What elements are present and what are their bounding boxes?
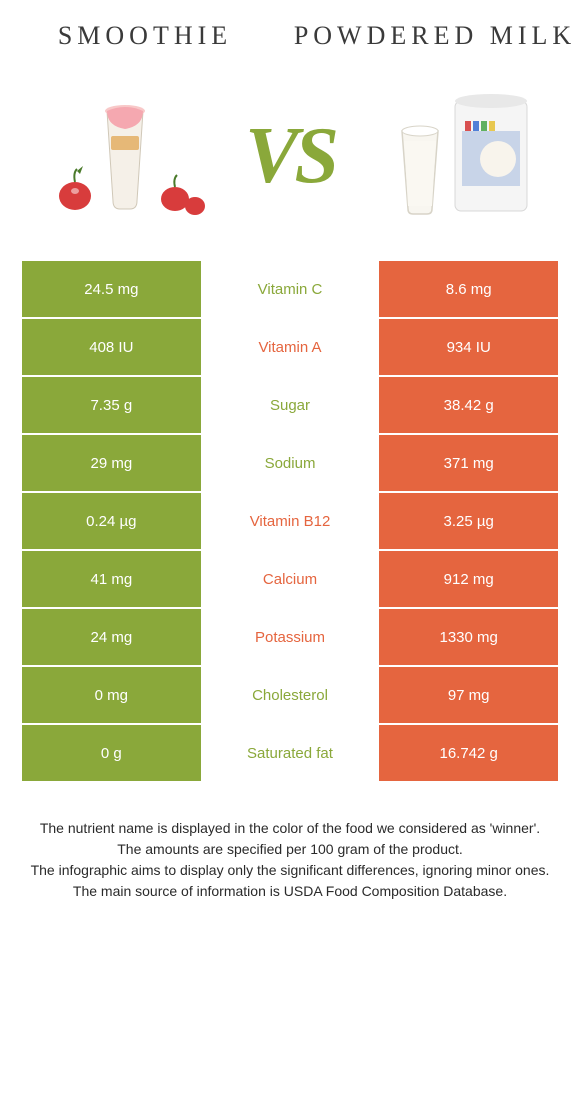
smoothie-icon: [35, 81, 215, 231]
nutrient-name-cell: Vitamin B12: [201, 493, 380, 549]
right-value-cell: 16.742 g: [379, 725, 558, 781]
right-value-cell: 371 mg: [379, 435, 558, 491]
right-value-cell: 97 mg: [379, 667, 558, 723]
left-value-cell: 408 IU: [22, 319, 201, 375]
nutrient-name-cell: Vitamin C: [201, 261, 380, 317]
right-food-title: Powdered milk: [290, 20, 580, 51]
powdered-milk-icon: [370, 81, 540, 231]
nutrient-name-cell: Cholesterol: [201, 667, 380, 723]
right-food-image: [350, 76, 560, 236]
infographic-container: Smoothie Powdered milk VS: [0, 0, 580, 1114]
right-value-cell: 38.42 g: [379, 377, 558, 433]
right-value-cell: 3.25 µg: [379, 493, 558, 549]
footer-line-1: The nutrient name is displayed in the co…: [20, 818, 560, 839]
nutrition-row: 24.5 mgVitamin C8.6 mg: [22, 261, 558, 317]
images-row: VS: [0, 61, 580, 261]
right-value-cell: 934 IU: [379, 319, 558, 375]
footer-line-3: The infographic aims to display only the…: [20, 860, 560, 881]
left-value-cell: 0.24 µg: [22, 493, 201, 549]
nutrition-row: 29 mgSodium371 mg: [22, 435, 558, 491]
nutrition-table: 24.5 mgVitamin C8.6 mg408 IUVitamin A934…: [0, 261, 580, 781]
right-value-cell: 1330 mg: [379, 609, 558, 665]
nutrition-row: 408 IUVitamin A934 IU: [22, 319, 558, 375]
nutrition-row: 0 mgCholesterol97 mg: [22, 667, 558, 723]
left-value-cell: 0 mg: [22, 667, 201, 723]
nutrition-row: 24 mgPotassium1330 mg: [22, 609, 558, 665]
left-value-cell: 41 mg: [22, 551, 201, 607]
footer-notes: The nutrient name is displayed in the co…: [0, 783, 580, 902]
nutrient-name-cell: Calcium: [201, 551, 380, 607]
left-value-cell: 24 mg: [22, 609, 201, 665]
nutrient-name-cell: Saturated fat: [201, 725, 380, 781]
left-value-cell: 24.5 mg: [22, 261, 201, 317]
nutrition-row: 0.24 µgVitamin B123.25 µg: [22, 493, 558, 549]
header-row: Smoothie Powdered milk: [0, 0, 580, 61]
left-food-header: Smoothie: [0, 20, 290, 51]
right-value-cell: 8.6 mg: [379, 261, 558, 317]
left-value-cell: 0 g: [22, 725, 201, 781]
left-value-cell: 7.35 g: [22, 377, 201, 433]
nutrient-name-cell: Vitamin A: [201, 319, 380, 375]
vs-label: VS: [240, 111, 340, 202]
footer-line-4: The main source of information is USDA F…: [20, 881, 560, 902]
footer-line-2: The amounts are specified per 100 gram o…: [20, 839, 560, 860]
nutrient-name-cell: Potassium: [201, 609, 380, 665]
nutrition-row: 0 gSaturated fat16.742 g: [22, 725, 558, 781]
left-food-image: [20, 76, 230, 236]
nutrient-name-cell: Sodium: [201, 435, 380, 491]
nutrition-row: 41 mgCalcium912 mg: [22, 551, 558, 607]
nutrition-row: 7.35 gSugar38.42 g: [22, 377, 558, 433]
right-food-header: Powdered milk: [290, 20, 580, 51]
left-food-title: Smoothie: [0, 20, 290, 51]
nutrient-name-cell: Sugar: [201, 377, 380, 433]
right-value-cell: 912 mg: [379, 551, 558, 607]
left-value-cell: 29 mg: [22, 435, 201, 491]
